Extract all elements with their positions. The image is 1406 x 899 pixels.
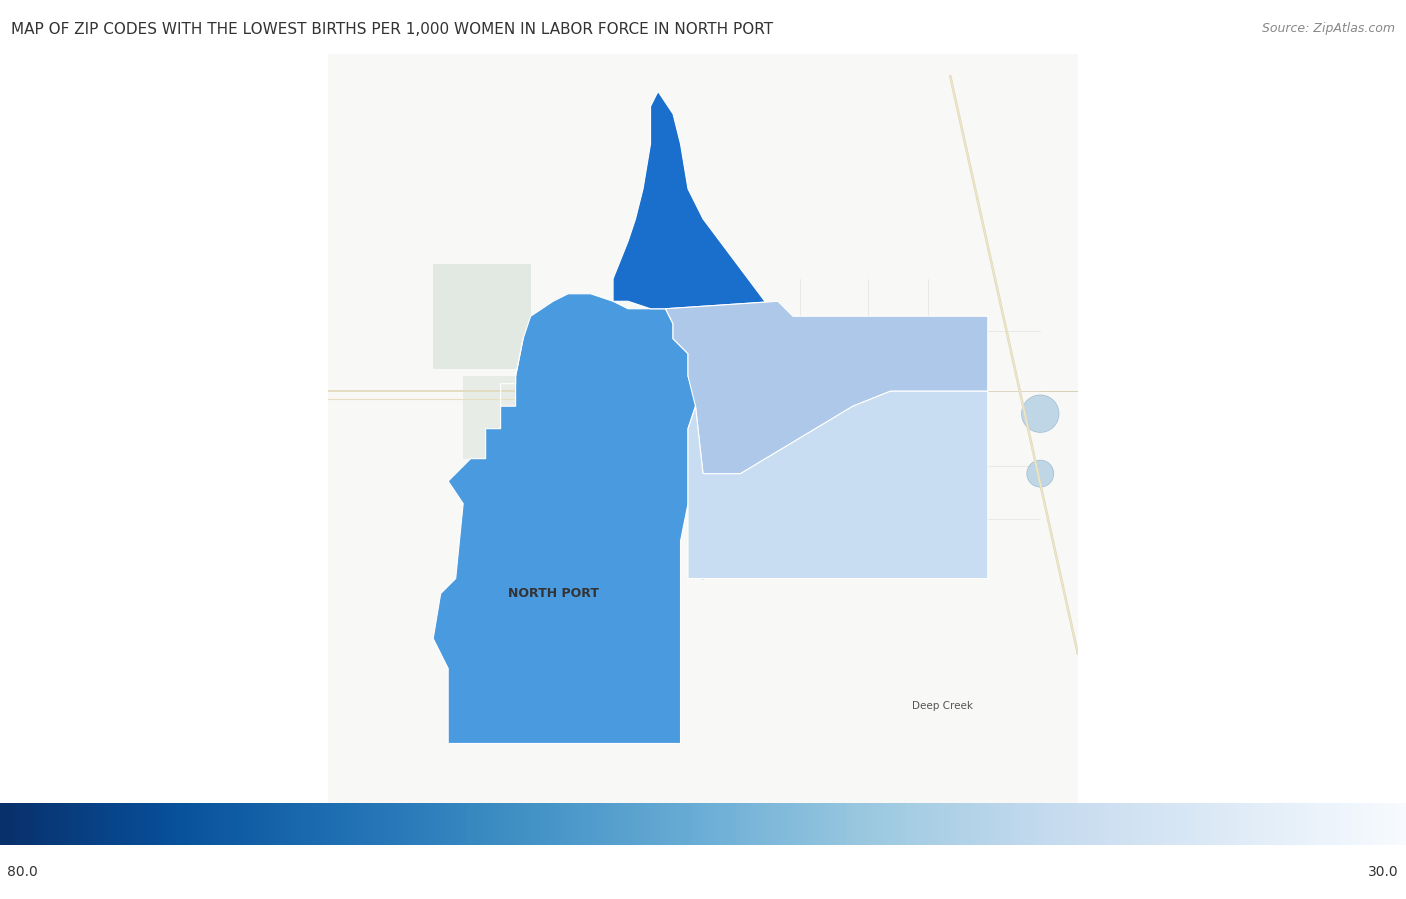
- Polygon shape: [433, 263, 530, 369]
- Text: Source: ZipAtlas.com: Source: ZipAtlas.com: [1261, 22, 1395, 35]
- Circle shape: [720, 310, 747, 337]
- Polygon shape: [328, 54, 1078, 804]
- Circle shape: [733, 369, 748, 384]
- Text: 80.0: 80.0: [7, 865, 38, 879]
- Text: MAP OF ZIP CODES WITH THE LOWEST BIRTHS PER 1,000 WOMEN IN LABOR FORCE IN NORTH : MAP OF ZIP CODES WITH THE LOWEST BIRTHS …: [11, 22, 773, 38]
- Text: 30.0: 30.0: [1368, 865, 1399, 879]
- Text: NORTH PORT: NORTH PORT: [508, 587, 599, 600]
- Polygon shape: [665, 301, 988, 474]
- Polygon shape: [613, 92, 793, 339]
- Circle shape: [769, 330, 787, 348]
- Circle shape: [748, 406, 763, 422]
- Circle shape: [1022, 395, 1059, 432]
- Polygon shape: [688, 391, 988, 579]
- Polygon shape: [463, 376, 516, 458]
- Circle shape: [1026, 460, 1053, 487]
- Polygon shape: [433, 294, 696, 743]
- Text: Deep Creek: Deep Creek: [912, 701, 973, 711]
